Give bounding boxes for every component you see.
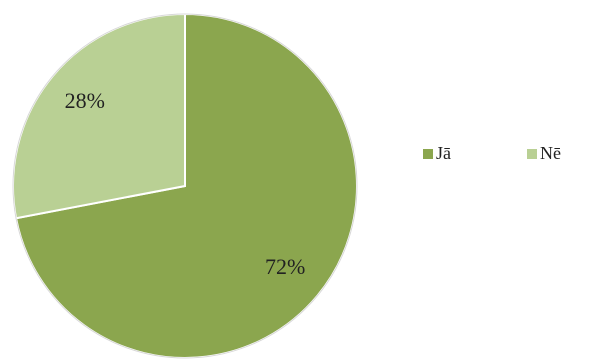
legend-swatch: [527, 149, 537, 159]
legend-swatch: [423, 149, 433, 159]
legend-label: Nē: [540, 143, 561, 163]
pie-outline: [12, 13, 358, 359]
slice-label: 72%: [265, 254, 305, 279]
pie-slice: [12, 12, 186, 220]
slice-label: 28%: [65, 88, 105, 113]
legend-label: Jā: [436, 143, 451, 163]
